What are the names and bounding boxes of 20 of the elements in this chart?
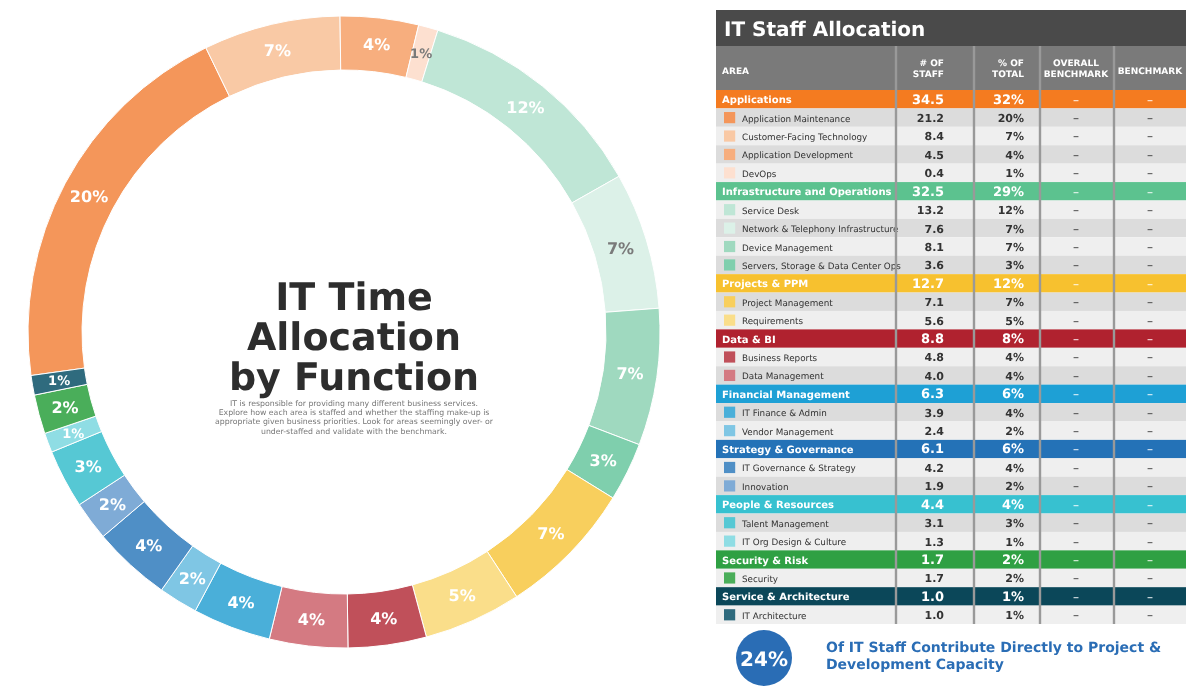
text: IT Time Allocation by Function: [228, 276, 480, 400]
data-label: 4%: [297, 610, 325, 629]
data-label: 7%: [263, 42, 292, 61]
data-label: 4%: [370, 609, 398, 628]
data-label: 7%: [616, 365, 644, 384]
data-label: 7%: [606, 239, 635, 258]
data-label: 3%: [74, 458, 102, 477]
data-label: 3%: [589, 451, 617, 470]
data-label: 2%: [178, 569, 206, 588]
text: 24%: [740, 650, 788, 672]
data-label: 2%: [98, 496, 126, 515]
data-label: 4%: [135, 536, 163, 555]
text: IT Staff Allocation: [724, 20, 926, 42]
data-label: 2%: [51, 398, 79, 417]
data-label: 4%: [363, 36, 391, 55]
data-label: 4%: [227, 593, 255, 612]
data-label: 20%: [69, 187, 109, 206]
data-label: 7%: [537, 525, 565, 544]
data-label: 12%: [506, 98, 545, 117]
data-label: 5%: [448, 587, 476, 606]
